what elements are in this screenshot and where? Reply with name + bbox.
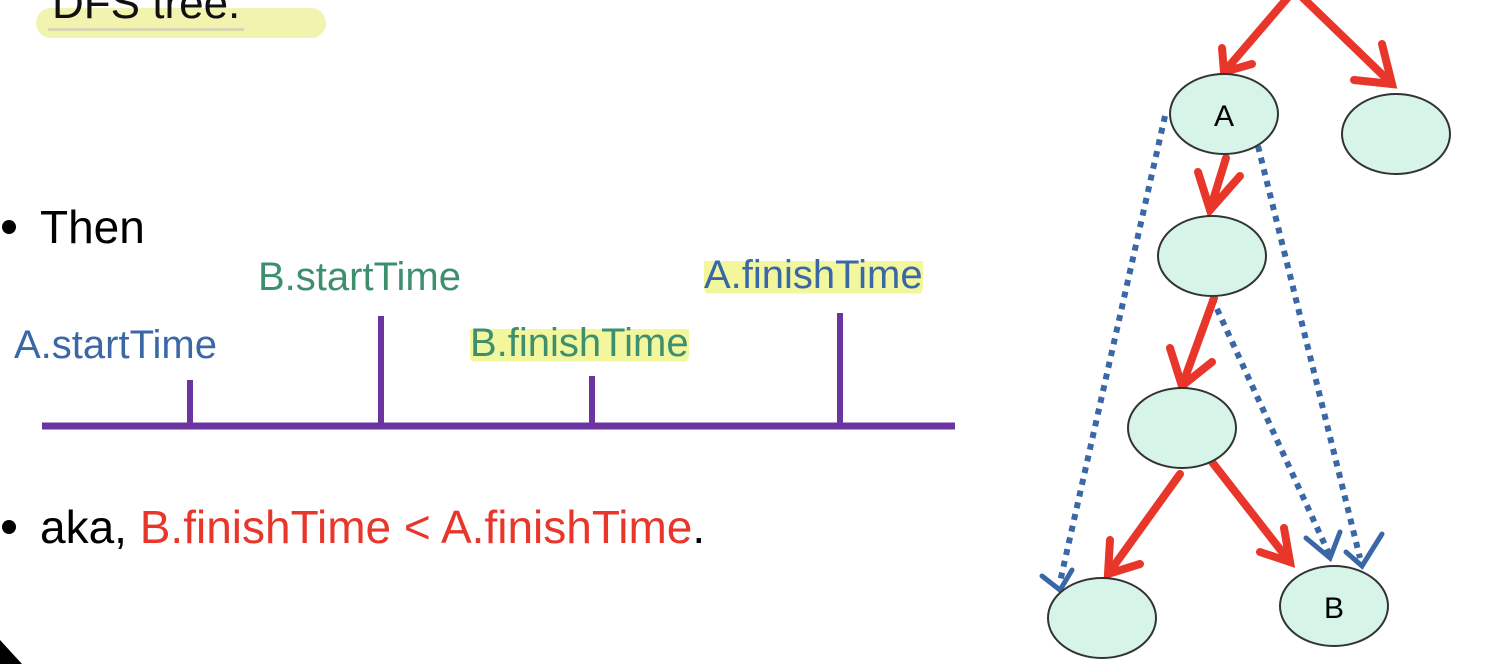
bullet-then-text: Then <box>40 201 145 253</box>
tree-edge-a-c1-head <box>1194 168 1244 218</box>
node-a-label: A <box>1214 100 1234 133</box>
timeline <box>42 313 955 430</box>
bullet-aka-suffix: . <box>692 501 706 553</box>
node-a <box>1169 73 1279 155</box>
label-b-finish-text: B.finishTime <box>470 321 689 365</box>
node-left-leaf <box>1047 577 1157 659</box>
back-arrowhead-inner <box>1303 529 1343 563</box>
tree-nodes <box>1047 73 1451 659</box>
tree-edge-c2-leftleaf <box>1104 470 1184 578</box>
corner-decoration <box>0 640 22 664</box>
node-child-2 <box>1127 387 1237 469</box>
bullet-aka-relation: B.finishTime < A.finishTime <box>139 501 693 553</box>
back-arrowhead-outer <box>1343 531 1385 570</box>
bullet-dot-icon <box>2 519 16 534</box>
back-edge-a-b-outer <box>1255 145 1363 559</box>
bullet-aka-prefix: aka, <box>40 501 140 553</box>
node-b-label: B <box>1324 592 1344 625</box>
heading-block: DFS tree. <box>36 0 326 40</box>
label-a-start: A.startTime <box>14 323 217 367</box>
tree-edge-root-a <box>1220 0 1291 76</box>
bullet-aka: aka, B.finishTime < A.finishTime. <box>0 500 705 554</box>
tree-edge-root-right <box>1299 0 1396 88</box>
node-b <box>1279 565 1389 647</box>
label-a-finish-text: A.finishTime <box>704 253 923 297</box>
bullet-then: Then <box>0 200 145 254</box>
tree-edge-root-a-head <box>1218 44 1256 78</box>
heading-text: DFS tree. <box>48 0 245 31</box>
heading-highlight <box>36 8 326 38</box>
node-root-right <box>1341 93 1451 175</box>
tree-edge-root-right-head <box>1350 40 1398 89</box>
tree-edge-c1-c2 <box>1178 294 1218 390</box>
back-arrowhead-left <box>1039 567 1075 594</box>
tree-edge-c2-b <box>1208 458 1294 566</box>
back-edge-a-left <box>1057 115 1168 583</box>
tree-edge-c2-b-head <box>1256 524 1296 568</box>
label-b-finish: B.finishTime <box>470 320 689 366</box>
tree-edges <box>1103 0 1398 580</box>
label-b-start: B.startTime <box>258 255 461 299</box>
back-edges <box>1057 115 1363 583</box>
tree-edge-c1-c2-head <box>1166 344 1216 393</box>
label-a-finish: A.finishTime <box>704 252 923 298</box>
bullet-dot-icon <box>2 219 16 234</box>
tree-edge-c2-leftleaf-head <box>1103 536 1144 580</box>
back-edge-arrowheads <box>1039 529 1385 594</box>
node-child-1 <box>1157 215 1267 297</box>
